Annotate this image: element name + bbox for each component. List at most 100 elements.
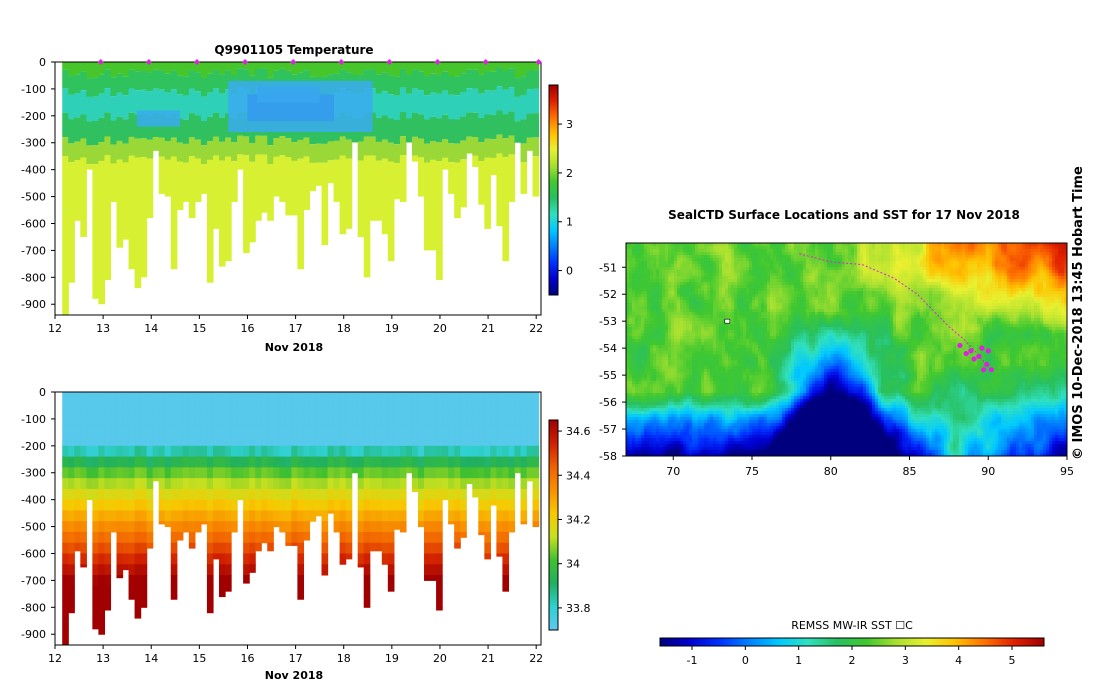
sst-pixel [737, 267, 741, 271]
salinity-cell [417, 499, 425, 511]
salinity-cell [243, 531, 250, 544]
salinity-cell [218, 413, 226, 425]
salinity-cell [243, 424, 250, 436]
salinity-cell [267, 531, 274, 544]
salinity-cell [225, 424, 232, 436]
sst-pixel [677, 246, 681, 250]
sst-pixel [989, 300, 993, 304]
temperature-cell [267, 62, 274, 78]
sst-pixel [755, 258, 759, 262]
sst-pixel [980, 276, 984, 280]
temperature-y-tick-label: -800 [21, 271, 46, 284]
salinity-cell [309, 499, 317, 511]
sst-pixel [737, 282, 741, 286]
sst-pixel [629, 261, 633, 265]
salinity-cell [369, 467, 377, 479]
sst-pixel [971, 264, 975, 268]
sst-pixel [674, 279, 678, 283]
salinity-cell [393, 488, 401, 501]
sst-pixel [860, 273, 864, 277]
sst-pixel [656, 261, 660, 265]
sst-pixel [854, 276, 858, 280]
sst-pixel [1001, 258, 1005, 262]
salinity-cell [68, 564, 75, 576]
sst-pixel [755, 273, 759, 277]
sst-pixel [962, 264, 966, 268]
sst-pixel [995, 273, 999, 277]
sst-pixel [977, 258, 981, 262]
temperature-cell [472, 155, 479, 167]
salinity-cell [80, 553, 87, 565]
sst-pixel [929, 300, 933, 304]
salinity-cell [502, 488, 510, 501]
salinity-cell [478, 424, 485, 436]
sst-pixel [806, 243, 810, 247]
sst-pixel [995, 288, 999, 292]
sst-pixel [899, 267, 903, 271]
sst-pixel [1016, 258, 1020, 262]
salinity-cell [478, 456, 485, 468]
salinity-cell [339, 478, 347, 490]
sst-pixel [668, 279, 672, 283]
sst-pixel [740, 282, 744, 286]
sst-pixel [929, 282, 933, 286]
sst-pixel [815, 288, 819, 292]
sst-pixel [869, 279, 873, 283]
sst-pixel [845, 246, 849, 250]
sst-pixel [707, 285, 711, 289]
sst-pixel [929, 276, 933, 280]
salinity-cell [291, 445, 298, 458]
sst-pixel [731, 243, 735, 247]
salinity-cell [194, 499, 202, 511]
salinity-cell [158, 392, 166, 404]
sst-pixel [671, 297, 675, 301]
sst-pixel [740, 294, 744, 298]
sst-pixel [866, 282, 870, 286]
sst-pixel [638, 252, 642, 256]
sst-pixel [653, 300, 657, 304]
salinity-cell [351, 424, 359, 436]
temperature-cell [303, 156, 311, 211]
temperature-cell [146, 72, 154, 92]
sst-pixel [737, 273, 741, 277]
salinity-cell [140, 467, 148, 479]
sst-pixel [716, 267, 720, 271]
salinity-cell [363, 510, 371, 522]
temperature-profile-column [98, 62, 106, 305]
salinity-cell [218, 478, 226, 490]
sst-pixel [626, 252, 630, 256]
salinity-cell [411, 424, 419, 436]
salinity-cell [472, 413, 479, 425]
salinity-cell [182, 521, 190, 533]
salinity-cell [508, 413, 516, 425]
salinity-cell [502, 564, 510, 576]
salinity-cell [146, 413, 154, 425]
sst-pixel [701, 258, 705, 262]
sst-pixel [950, 285, 954, 289]
sst-pixel [821, 282, 825, 286]
sst-pixel [806, 261, 810, 265]
sst-pixel [626, 294, 630, 298]
salinity-cell [309, 467, 317, 479]
sst-pixel [773, 273, 777, 277]
sst-pixel [974, 279, 978, 283]
sst-pixel [680, 246, 684, 250]
sst-pixel [833, 252, 837, 256]
sst-pixel [635, 267, 639, 271]
sst-pixel [860, 264, 864, 268]
sst-pixel [995, 297, 999, 301]
sst-pixel [1010, 279, 1014, 283]
sst-pixel [752, 276, 756, 280]
salinity-cell [321, 413, 329, 425]
sst-pixel [1052, 294, 1056, 298]
sst-pixel [899, 273, 903, 277]
sst-pixel [695, 288, 699, 292]
sst-pixel [641, 255, 645, 259]
sst-pixel [794, 267, 798, 271]
sst-pixel [953, 273, 957, 277]
sst-pixel [1028, 288, 1032, 292]
sst-pixel [908, 285, 912, 289]
sst-pixel [938, 285, 942, 289]
salinity-cell [327, 488, 335, 501]
temperature-cell [146, 115, 154, 140]
